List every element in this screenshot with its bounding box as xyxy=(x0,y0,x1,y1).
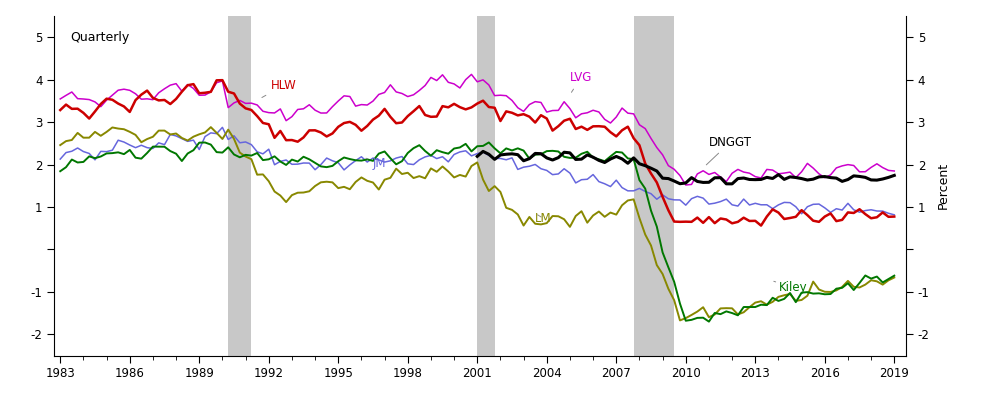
Bar xyxy=(634,16,674,356)
Text: HLW: HLW xyxy=(262,79,297,97)
Text: LVG: LVG xyxy=(570,71,592,92)
Bar xyxy=(477,16,495,356)
Y-axis label: Percent: Percent xyxy=(937,162,949,209)
Text: LM: LM xyxy=(536,212,551,225)
Text: JM: JM xyxy=(366,157,386,170)
Text: Quarterly: Quarterly xyxy=(69,32,129,44)
Text: Kiley: Kiley xyxy=(774,281,807,294)
Text: DNGGT: DNGGT xyxy=(706,135,752,165)
Bar xyxy=(229,16,251,356)
